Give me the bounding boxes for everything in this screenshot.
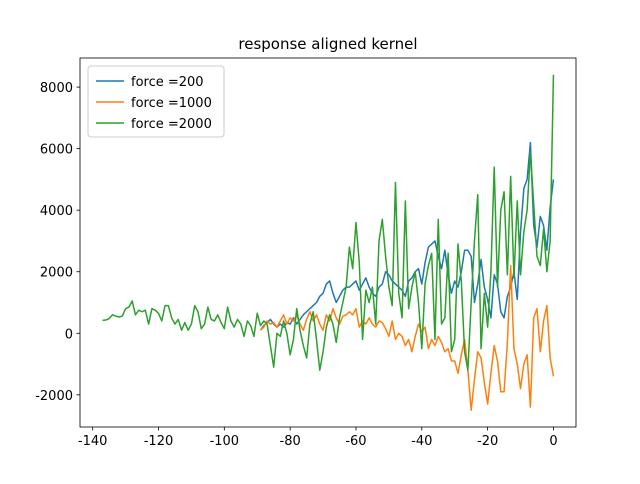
y-tick-label: -2000 <box>35 389 73 404</box>
x-tick-label: -60 <box>345 434 366 449</box>
x-tick-label: -20 <box>477 434 498 449</box>
legend: force =200 force =1000 force =2000 <box>87 65 225 138</box>
y-tick-label: 2000 <box>40 266 73 281</box>
legend-label: force =2000 <box>131 117 212 132</box>
legend-label: force =1000 <box>131 96 212 111</box>
x-tick-label: -80 <box>280 434 301 449</box>
y-tick-label: 0 <box>65 327 73 342</box>
legend-box <box>87 65 225 138</box>
x-tick-label: -120 <box>144 434 174 449</box>
legend-label: force =200 <box>131 75 204 90</box>
x-tick-label: -140 <box>78 434 108 449</box>
y-tick-label: 4000 <box>40 204 73 219</box>
x-tick-label: -100 <box>210 434 240 449</box>
x-tick-label: 0 <box>549 434 557 449</box>
series-line <box>260 264 555 411</box>
y-tick-label: 8000 <box>40 81 73 96</box>
chart-title: response aligned kernel <box>238 35 417 53</box>
series-line <box>259 141 555 331</box>
series-line <box>102 74 555 371</box>
axes-frame <box>79 57 577 428</box>
y-tick-label: 6000 <box>40 143 73 158</box>
x-tick-label: -40 <box>411 434 432 449</box>
